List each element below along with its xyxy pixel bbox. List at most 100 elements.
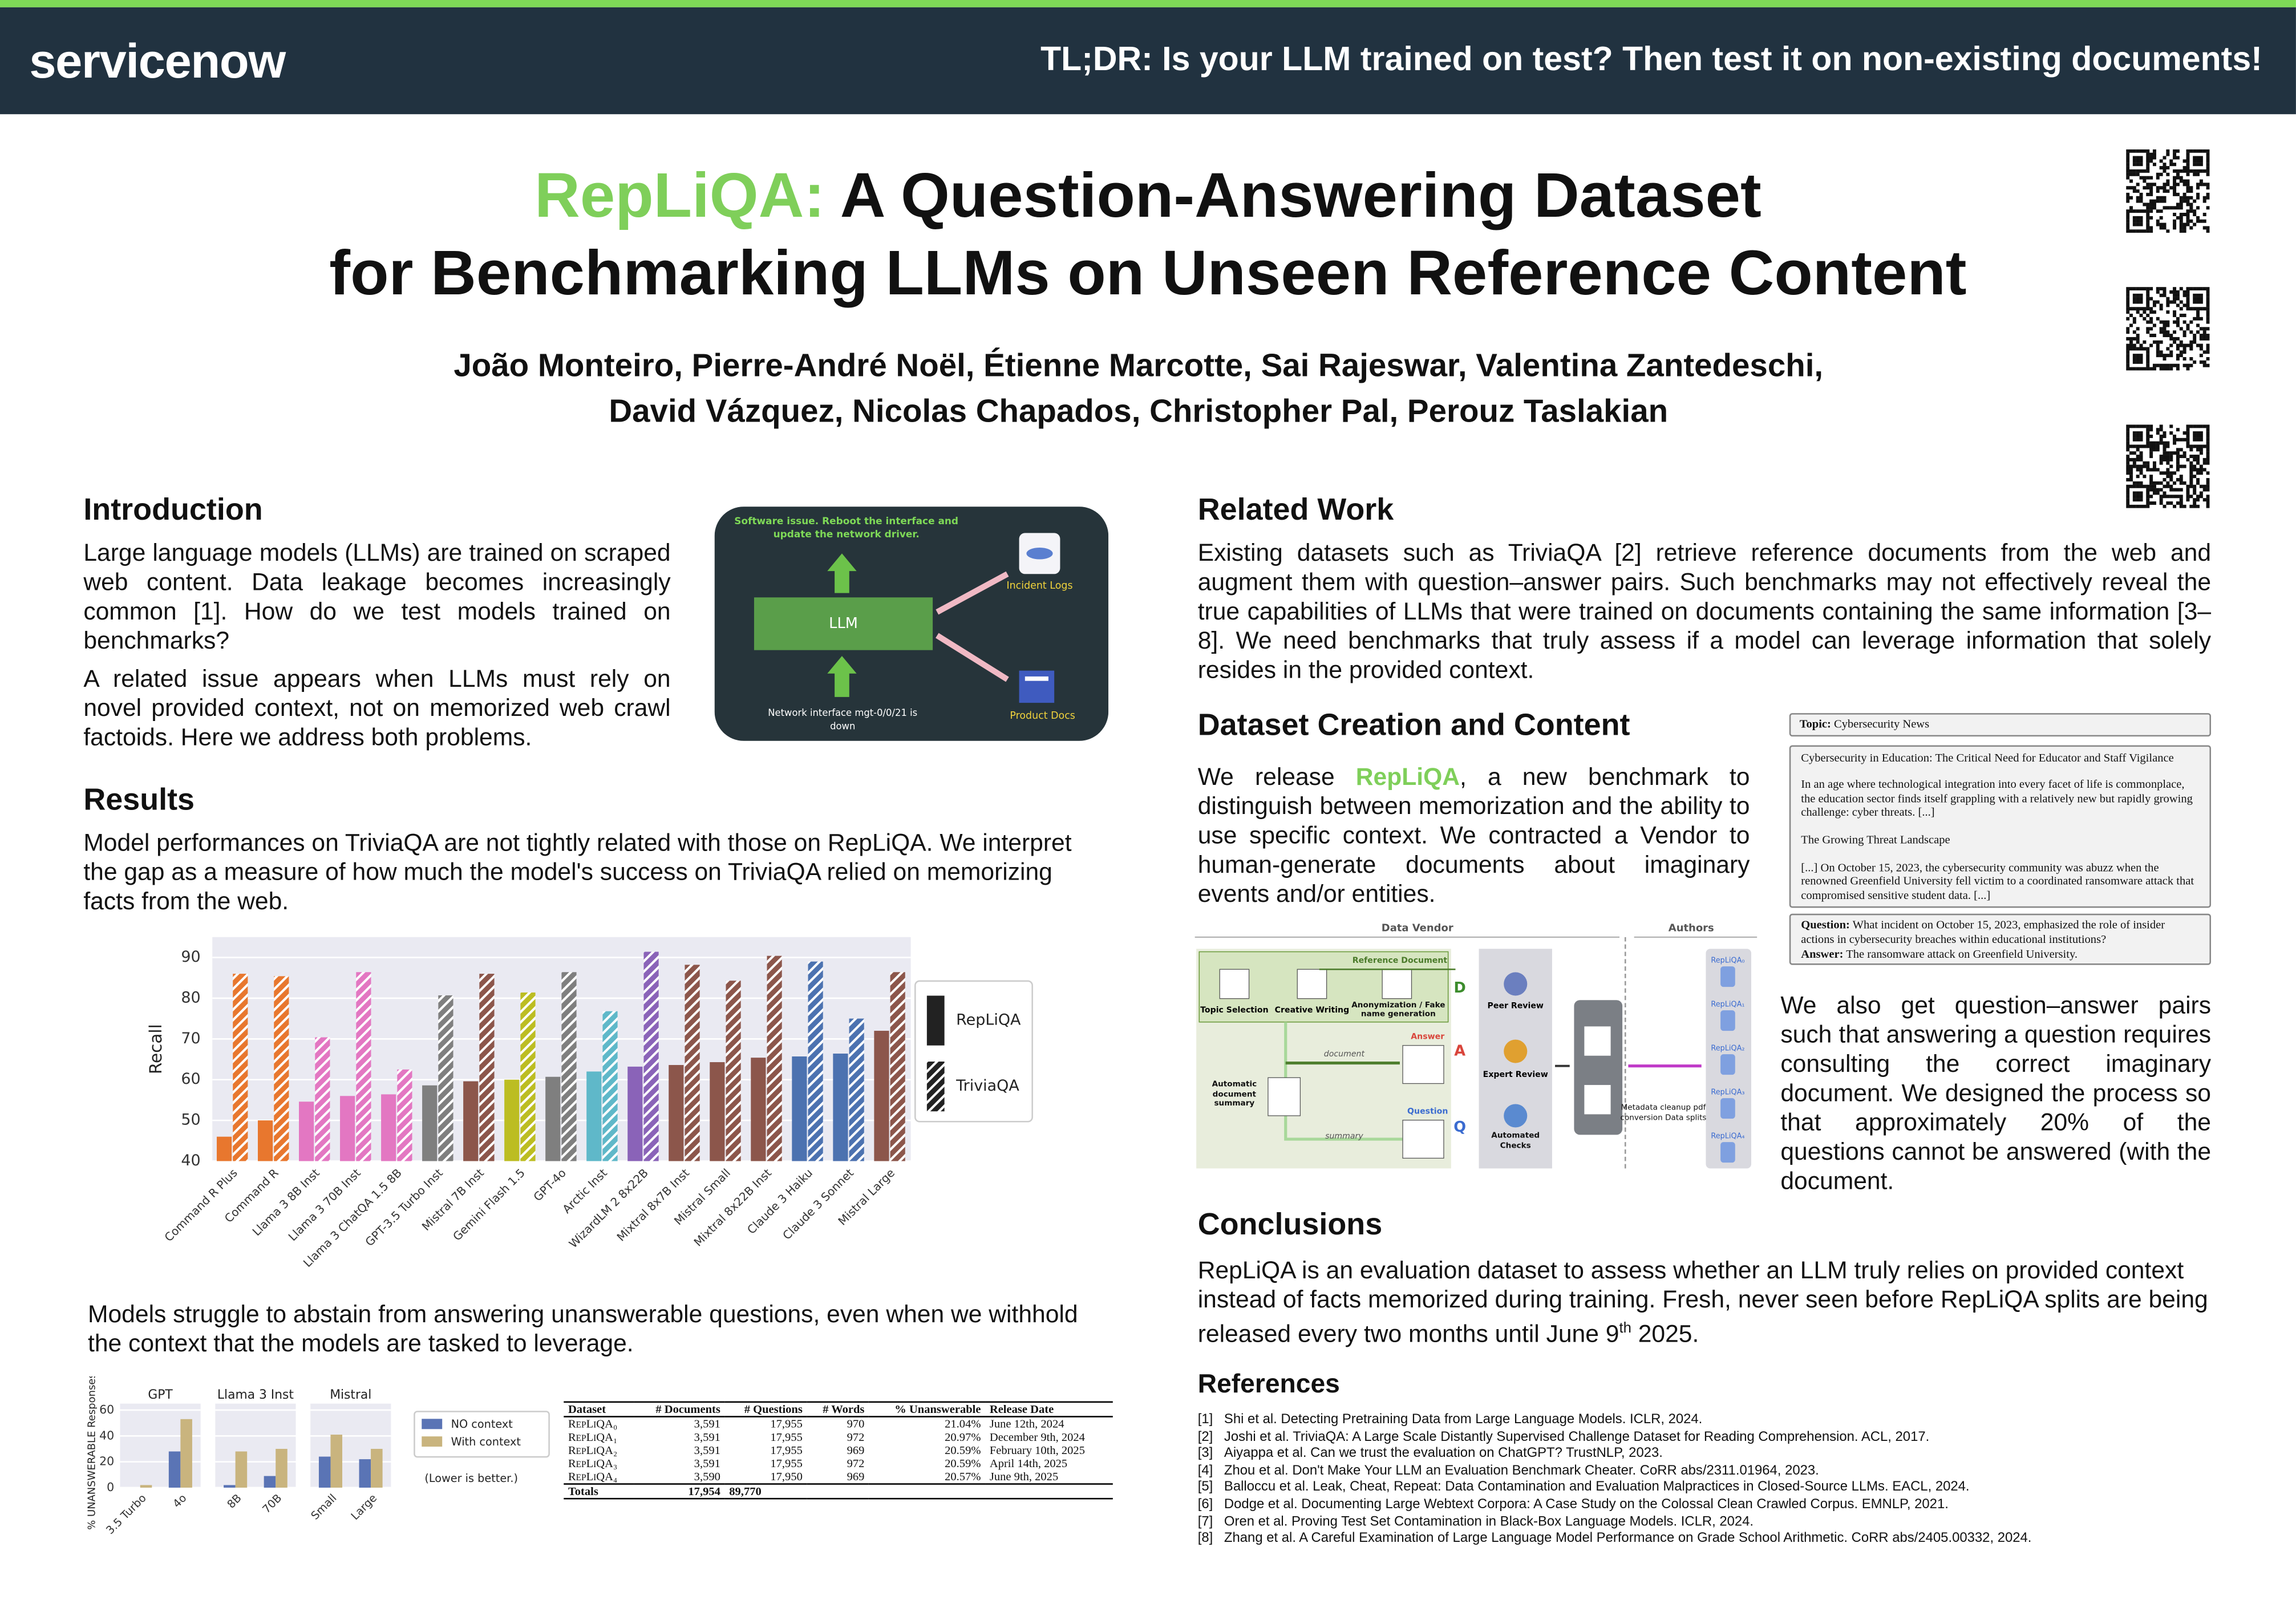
qr-module	[2129, 229, 2133, 233]
bar	[397, 1069, 412, 1161]
qr-module	[2126, 471, 2130, 475]
qr-module	[2136, 424, 2140, 428]
x-tick-label: WizardLM 2 8x22B	[566, 1166, 651, 1250]
qr-module	[2132, 337, 2136, 341]
qr-module	[2199, 287, 2203, 291]
qr-module	[2159, 186, 2163, 190]
qr-module	[2193, 455, 2197, 459]
qr-module	[2193, 444, 2197, 448]
qr-module	[2163, 431, 2167, 435]
qr-module	[2176, 192, 2180, 196]
qr-module	[2176, 468, 2180, 472]
qr-module	[2179, 455, 2183, 459]
bar	[216, 1136, 232, 1161]
qr-module	[2159, 363, 2163, 367]
qr-module	[2146, 222, 2150, 226]
qr-module	[2166, 300, 2170, 304]
qr-module	[2126, 152, 2130, 156]
qr-module	[2176, 455, 2180, 459]
ref-num: [6]	[1197, 1496, 1213, 1511]
qr-module	[2152, 484, 2156, 488]
qr-module	[2202, 226, 2206, 230]
qr-module	[2149, 478, 2153, 482]
topic: Cybersecurity News	[1834, 717, 1930, 731]
qr-module	[2136, 163, 2140, 167]
qr-module	[2173, 152, 2177, 156]
qr-module	[2182, 481, 2186, 485]
qr-module	[2196, 287, 2200, 291]
qr-module	[2202, 457, 2206, 461]
qr-module	[2126, 504, 2130, 508]
qr-module	[2169, 367, 2173, 371]
qr-module	[2202, 337, 2206, 341]
qr-module	[2193, 293, 2197, 297]
anon-box: Anonymization / Fake name generation	[1351, 1002, 1445, 1019]
qr-module	[2126, 317, 2130, 321]
qr-module	[2126, 444, 2130, 448]
x-tick-label: 4o	[170, 1492, 189, 1510]
qr-module	[2152, 468, 2156, 472]
qa-box: Question: What incident on October 15, 2…	[1789, 914, 2212, 965]
qr-module	[2149, 367, 2153, 371]
table-cell: 969	[847, 1470, 865, 1484]
qr-module	[2196, 169, 2200, 173]
ref-text: Aiyappa et al. Can we trust the evaluati…	[1224, 1445, 1663, 1460]
qr-module	[2173, 481, 2177, 485]
qr-module	[2189, 209, 2193, 213]
qr-module	[2159, 307, 2163, 311]
legend-swatch	[422, 1436, 443, 1447]
bar	[274, 976, 289, 1161]
qr-module	[2129, 172, 2133, 176]
qr-module	[2139, 149, 2143, 153]
qr-module	[2152, 367, 2156, 371]
qr-module	[2176, 297, 2180, 301]
qr-module	[2132, 186, 2136, 190]
split-icon	[1720, 966, 1735, 987]
qr-module	[2126, 343, 2130, 347]
legend-swatch	[926, 995, 945, 1046]
qr-module	[2159, 172, 2163, 176]
qr-module	[2169, 488, 2173, 492]
qr-module	[2169, 343, 2173, 347]
qr-module	[2146, 347, 2150, 351]
qr-module	[2139, 159, 2143, 163]
qr-module	[2132, 424, 2136, 428]
qr-module	[2132, 504, 2136, 508]
qr-module	[2163, 290, 2167, 294]
qr-module	[2173, 192, 2177, 196]
bar	[258, 1120, 273, 1161]
qr-module	[2189, 444, 2193, 448]
qr-module	[2166, 149, 2170, 153]
qr-module	[2196, 310, 2200, 314]
qr-module	[2156, 431, 2160, 435]
qr-module	[2196, 196, 2200, 200]
qr-module	[2132, 297, 2136, 301]
qr-module	[2136, 498, 2140, 502]
qr-module	[2129, 475, 2133, 479]
incident-logs-label: Incident Logs	[1006, 580, 1072, 592]
qr-module	[2159, 199, 2163, 203]
qr-module	[2193, 297, 2197, 301]
qr-module	[2182, 213, 2186, 217]
icon	[1402, 1120, 1444, 1159]
qr-module	[2156, 209, 2160, 213]
qr-module	[2143, 424, 2147, 428]
qr-module	[2132, 495, 2136, 499]
qr-module	[2163, 189, 2167, 193]
qr-module	[2166, 183, 2170, 187]
qr-module	[2176, 354, 2180, 358]
qr-module	[2193, 209, 2197, 213]
qr-module	[2186, 457, 2190, 461]
qr-module	[2189, 320, 2193, 324]
qr-module	[2132, 300, 2136, 304]
table-cell: RepLiQA₂	[568, 1443, 618, 1457]
qr-module	[2206, 495, 2210, 499]
qr-module	[2166, 330, 2170, 334]
qr-module	[2189, 169, 2193, 173]
qr-code	[2126, 149, 2210, 233]
bar	[180, 1419, 192, 1488]
qr-module	[2149, 501, 2153, 505]
qr-module	[2186, 343, 2190, 347]
qr-module	[2206, 169, 2210, 173]
qr-module	[2143, 444, 2147, 448]
